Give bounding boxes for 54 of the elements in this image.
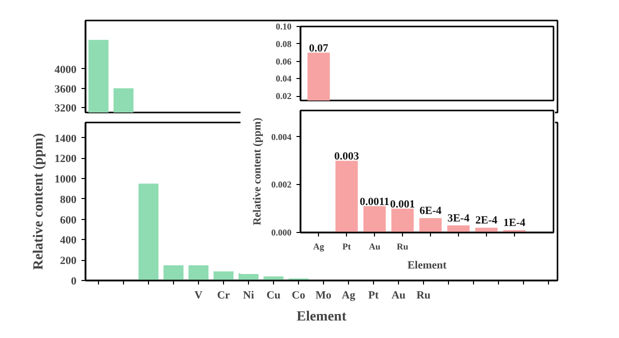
x-tick-label: Cu xyxy=(266,290,281,302)
bar xyxy=(164,265,184,280)
bar xyxy=(335,160,358,232)
bar xyxy=(363,206,386,232)
y-tick-label: 0.000 xyxy=(271,228,292,238)
bar xyxy=(391,208,414,232)
data-label: 0.001 xyxy=(390,198,415,211)
x-tick-label: Ag xyxy=(313,242,325,252)
x-tick-label: V xyxy=(194,290,203,302)
bar xyxy=(475,228,498,232)
data-label: 0.0011 xyxy=(360,196,390,208)
y-tick-label: 4000 xyxy=(54,64,77,76)
y-axis-title: Relative content (ppm) xyxy=(32,132,46,270)
y-tick-label: 0.10 xyxy=(276,22,292,32)
x-tick-label: Pt xyxy=(368,290,380,302)
y-tick-label: 400 xyxy=(60,234,77,247)
y-tick-label: 0.08 xyxy=(276,38,292,49)
bar xyxy=(188,265,208,280)
y-tick-label: 0.02 xyxy=(276,91,292,102)
y-tick-label: 3200 xyxy=(54,102,77,115)
y-axis-title: Relative content (ppm) xyxy=(251,117,264,226)
y-tick-label: 1400 xyxy=(54,132,77,145)
x-tick-label: Co xyxy=(292,290,306,302)
y-tick-label: 3600 xyxy=(54,83,77,96)
data-label: 1E-4 xyxy=(503,217,526,230)
x-tick-label: Mo xyxy=(316,290,332,302)
x-tick-label: Pt xyxy=(342,242,351,252)
x-tick-label: Au xyxy=(391,290,406,302)
data-label: 6E-4 xyxy=(419,205,442,218)
x-tick-label: Au xyxy=(368,242,380,252)
y-tick-label: 0 xyxy=(71,276,77,288)
y-tick-label: 1000 xyxy=(54,174,77,186)
data-label: 3E-4 xyxy=(447,212,470,224)
data-label: 0.003 xyxy=(334,150,360,163)
x-tick-label: Ni xyxy=(243,290,254,302)
bar xyxy=(214,271,234,280)
data-label: 0.07 xyxy=(309,42,329,55)
bar xyxy=(419,218,442,232)
y-tick-label: 0.002 xyxy=(271,180,292,190)
y-tick-label: 800 xyxy=(60,194,77,206)
bar xyxy=(138,184,158,280)
data-label: 2E-4 xyxy=(475,214,498,227)
y-tick-label: 0.04 xyxy=(276,74,292,84)
y-tick-label: 0.06 xyxy=(276,56,292,66)
y-tick-label: 600 xyxy=(60,214,77,226)
x-tick-label: Ru xyxy=(416,290,431,302)
x-tick-label: Ag xyxy=(342,290,356,302)
y-tick-label: 0.004 xyxy=(271,132,292,142)
x-tick-label: Ru xyxy=(396,242,408,252)
x-tick-label: Cr xyxy=(217,290,230,302)
x-axis-title: Element xyxy=(407,260,447,272)
x-axis-title: Element xyxy=(296,310,347,324)
y-tick-label: 1200 xyxy=(54,153,77,166)
y-tick-label: 200 xyxy=(60,255,77,268)
